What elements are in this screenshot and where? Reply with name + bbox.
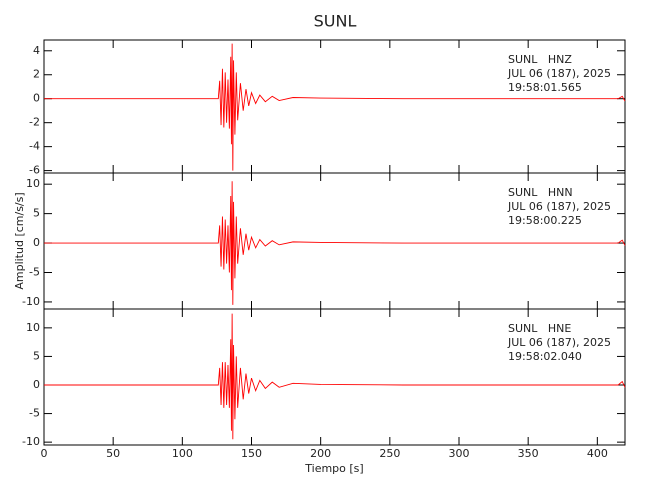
y-tick-label: -2 <box>29 116 40 129</box>
annotation: JUL 06 (187), 2025 <box>507 200 611 213</box>
annotation: 19:58:01.565 <box>508 81 582 94</box>
x-tick-label: 0 <box>41 447 48 460</box>
y-tick-label: 5 <box>33 349 40 362</box>
annotation: JUL 06 (187), 2025 <box>507 336 611 349</box>
y-tick-label: -4 <box>29 140 40 153</box>
y-tick-label: 2 <box>33 68 40 81</box>
trace <box>44 313 626 440</box>
trace <box>44 43 626 171</box>
y-tick-label: 4 <box>33 44 40 57</box>
y-tick-label: 0 <box>33 92 40 105</box>
trace <box>44 181 626 305</box>
y-axis-label: Amplitud [cm/s/s] <box>13 192 26 289</box>
y-tick-label: 10 <box>26 177 40 190</box>
x-tick-label: 300 <box>449 447 470 460</box>
y-tick-label: 0 <box>33 378 40 391</box>
x-tick-label: 100 <box>172 447 193 460</box>
y-tick-label: -5 <box>29 407 40 420</box>
y-tick-label: 0 <box>33 236 40 249</box>
chart-title: SUNL <box>314 12 357 31</box>
x-tick-label: 350 <box>518 447 539 460</box>
y-tick-label: -10 <box>22 435 40 448</box>
y-tick-label: -10 <box>22 295 40 308</box>
plot-frame <box>43 308 626 446</box>
annotation: SUNL HNN <box>508 186 573 199</box>
annotation: SUNL HNE <box>508 322 571 335</box>
x-tick-label: 400 <box>587 447 608 460</box>
y-tick-label: 5 <box>33 207 40 220</box>
y-tick-label: -6 <box>29 164 40 177</box>
x-tick-label: 150 <box>241 447 262 460</box>
annotation: 19:58:00.225 <box>508 214 582 227</box>
x-axis-label: Tiempo [s] <box>304 462 363 475</box>
y-tick-label: -5 <box>29 265 40 278</box>
x-tick-label: 250 <box>379 447 400 460</box>
annotation: JUL 06 (187), 2025 <box>507 67 611 80</box>
annotation: SUNL HNZ <box>508 53 572 66</box>
annotation: 19:58:02.040 <box>508 350 582 363</box>
x-tick-label: 200 <box>310 447 331 460</box>
y-tick-label: 10 <box>26 321 40 334</box>
x-tick-label: 50 <box>106 447 120 460</box>
